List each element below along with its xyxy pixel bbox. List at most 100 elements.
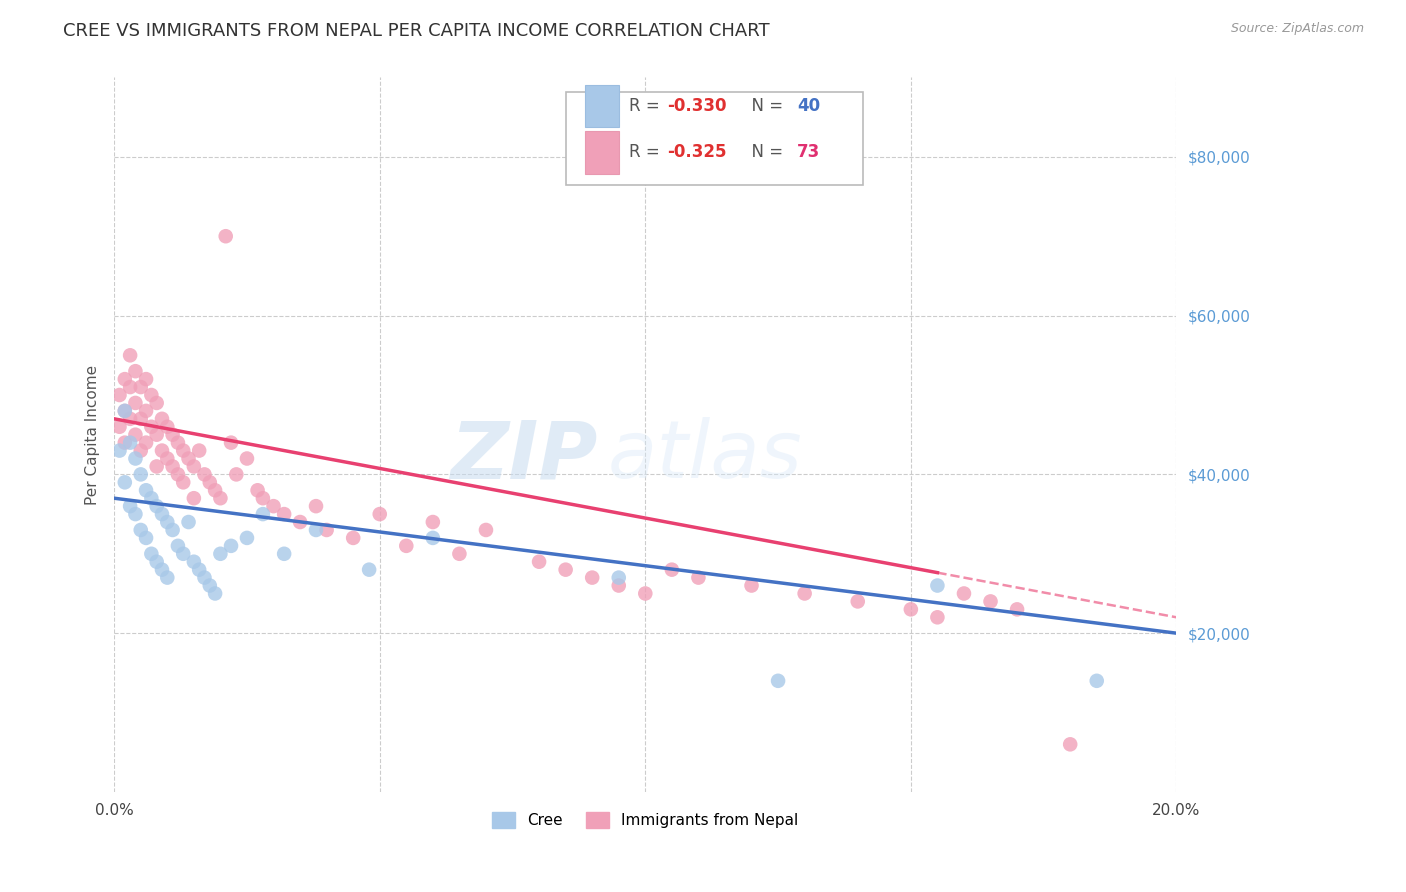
Point (120, 499, 142, 513)
Point (581, 571, 603, 585)
Point (135, 483, 157, 498)
Point (953, 586, 976, 600)
Point (846, 594, 869, 608)
Point (236, 451, 259, 466)
Text: atlas: atlas (609, 417, 803, 495)
Point (124, 451, 146, 466)
FancyBboxPatch shape (565, 92, 863, 185)
Point (219, 435, 242, 450)
Point (108, 419, 131, 434)
Point (225, 467, 247, 482)
Point (188, 563, 211, 577)
Point (145, 499, 167, 513)
Text: ZIP: ZIP (450, 417, 598, 495)
Point (193, 467, 215, 482)
Point (156, 515, 179, 529)
Point (793, 586, 815, 600)
Point (368, 507, 391, 521)
Point (120, 435, 142, 450)
Point (183, 459, 205, 474)
Point (120, 412, 142, 426)
Point (288, 515, 311, 529)
Point (204, 586, 226, 600)
Point (150, 443, 173, 458)
Point (162, 523, 184, 537)
Point (1059, 737, 1081, 751)
Point (124, 507, 146, 521)
Point (129, 467, 152, 482)
FancyBboxPatch shape (585, 85, 619, 127)
Point (150, 507, 173, 521)
Point (315, 523, 337, 537)
Point (114, 475, 136, 490)
Point (252, 491, 274, 506)
Point (129, 523, 152, 537)
Point (145, 427, 167, 442)
Point (172, 475, 194, 490)
Point (766, 673, 789, 688)
Point (141, 419, 163, 434)
Point (129, 380, 152, 394)
Point (979, 594, 1001, 608)
Legend: Cree, Immigrants from Nepal: Cree, Immigrants from Nepal (486, 806, 804, 834)
Point (141, 388, 163, 402)
Point (135, 531, 157, 545)
Point (198, 475, 221, 490)
Point (273, 507, 295, 521)
Point (141, 547, 163, 561)
Point (193, 571, 215, 585)
Point (422, 515, 444, 529)
Text: N =: N = (741, 97, 789, 115)
Point (554, 563, 576, 577)
Point (688, 571, 710, 585)
Point (527, 555, 550, 569)
Point (167, 435, 190, 450)
Text: R =: R = (630, 97, 665, 115)
Point (135, 372, 157, 386)
Y-axis label: Per Capita Income: Per Capita Income (86, 365, 100, 505)
Point (607, 571, 630, 585)
Text: 73: 73 (797, 144, 821, 161)
Point (156, 451, 179, 466)
Point (209, 491, 232, 506)
Point (108, 388, 131, 402)
Text: Source: ZipAtlas.com: Source: ZipAtlas.com (1230, 22, 1364, 36)
Point (150, 412, 173, 426)
Text: 40: 40 (797, 97, 820, 115)
Point (183, 555, 205, 569)
Point (150, 563, 173, 577)
Point (236, 531, 259, 545)
Point (114, 404, 136, 418)
Point (661, 563, 683, 577)
Point (162, 459, 184, 474)
Point (145, 396, 167, 410)
Point (395, 539, 418, 553)
Point (305, 499, 328, 513)
Point (124, 364, 146, 378)
Point (198, 578, 221, 592)
Point (1085, 673, 1108, 688)
Point (359, 563, 381, 577)
Point (145, 555, 167, 569)
Point (145, 459, 167, 474)
Point (167, 539, 190, 553)
Point (927, 578, 949, 592)
Point (204, 483, 226, 498)
Text: -0.325: -0.325 (668, 144, 727, 161)
Point (219, 539, 242, 553)
Point (1005, 602, 1028, 616)
Point (172, 547, 194, 561)
Point (156, 571, 179, 585)
Point (252, 507, 274, 521)
Point (475, 523, 498, 537)
Point (177, 451, 200, 466)
Point (129, 443, 152, 458)
Point (120, 348, 142, 362)
Point (246, 483, 269, 498)
Point (177, 515, 200, 529)
Text: N =: N = (741, 144, 789, 161)
Point (167, 467, 190, 482)
Point (108, 443, 131, 458)
Point (422, 531, 444, 545)
Point (172, 443, 194, 458)
